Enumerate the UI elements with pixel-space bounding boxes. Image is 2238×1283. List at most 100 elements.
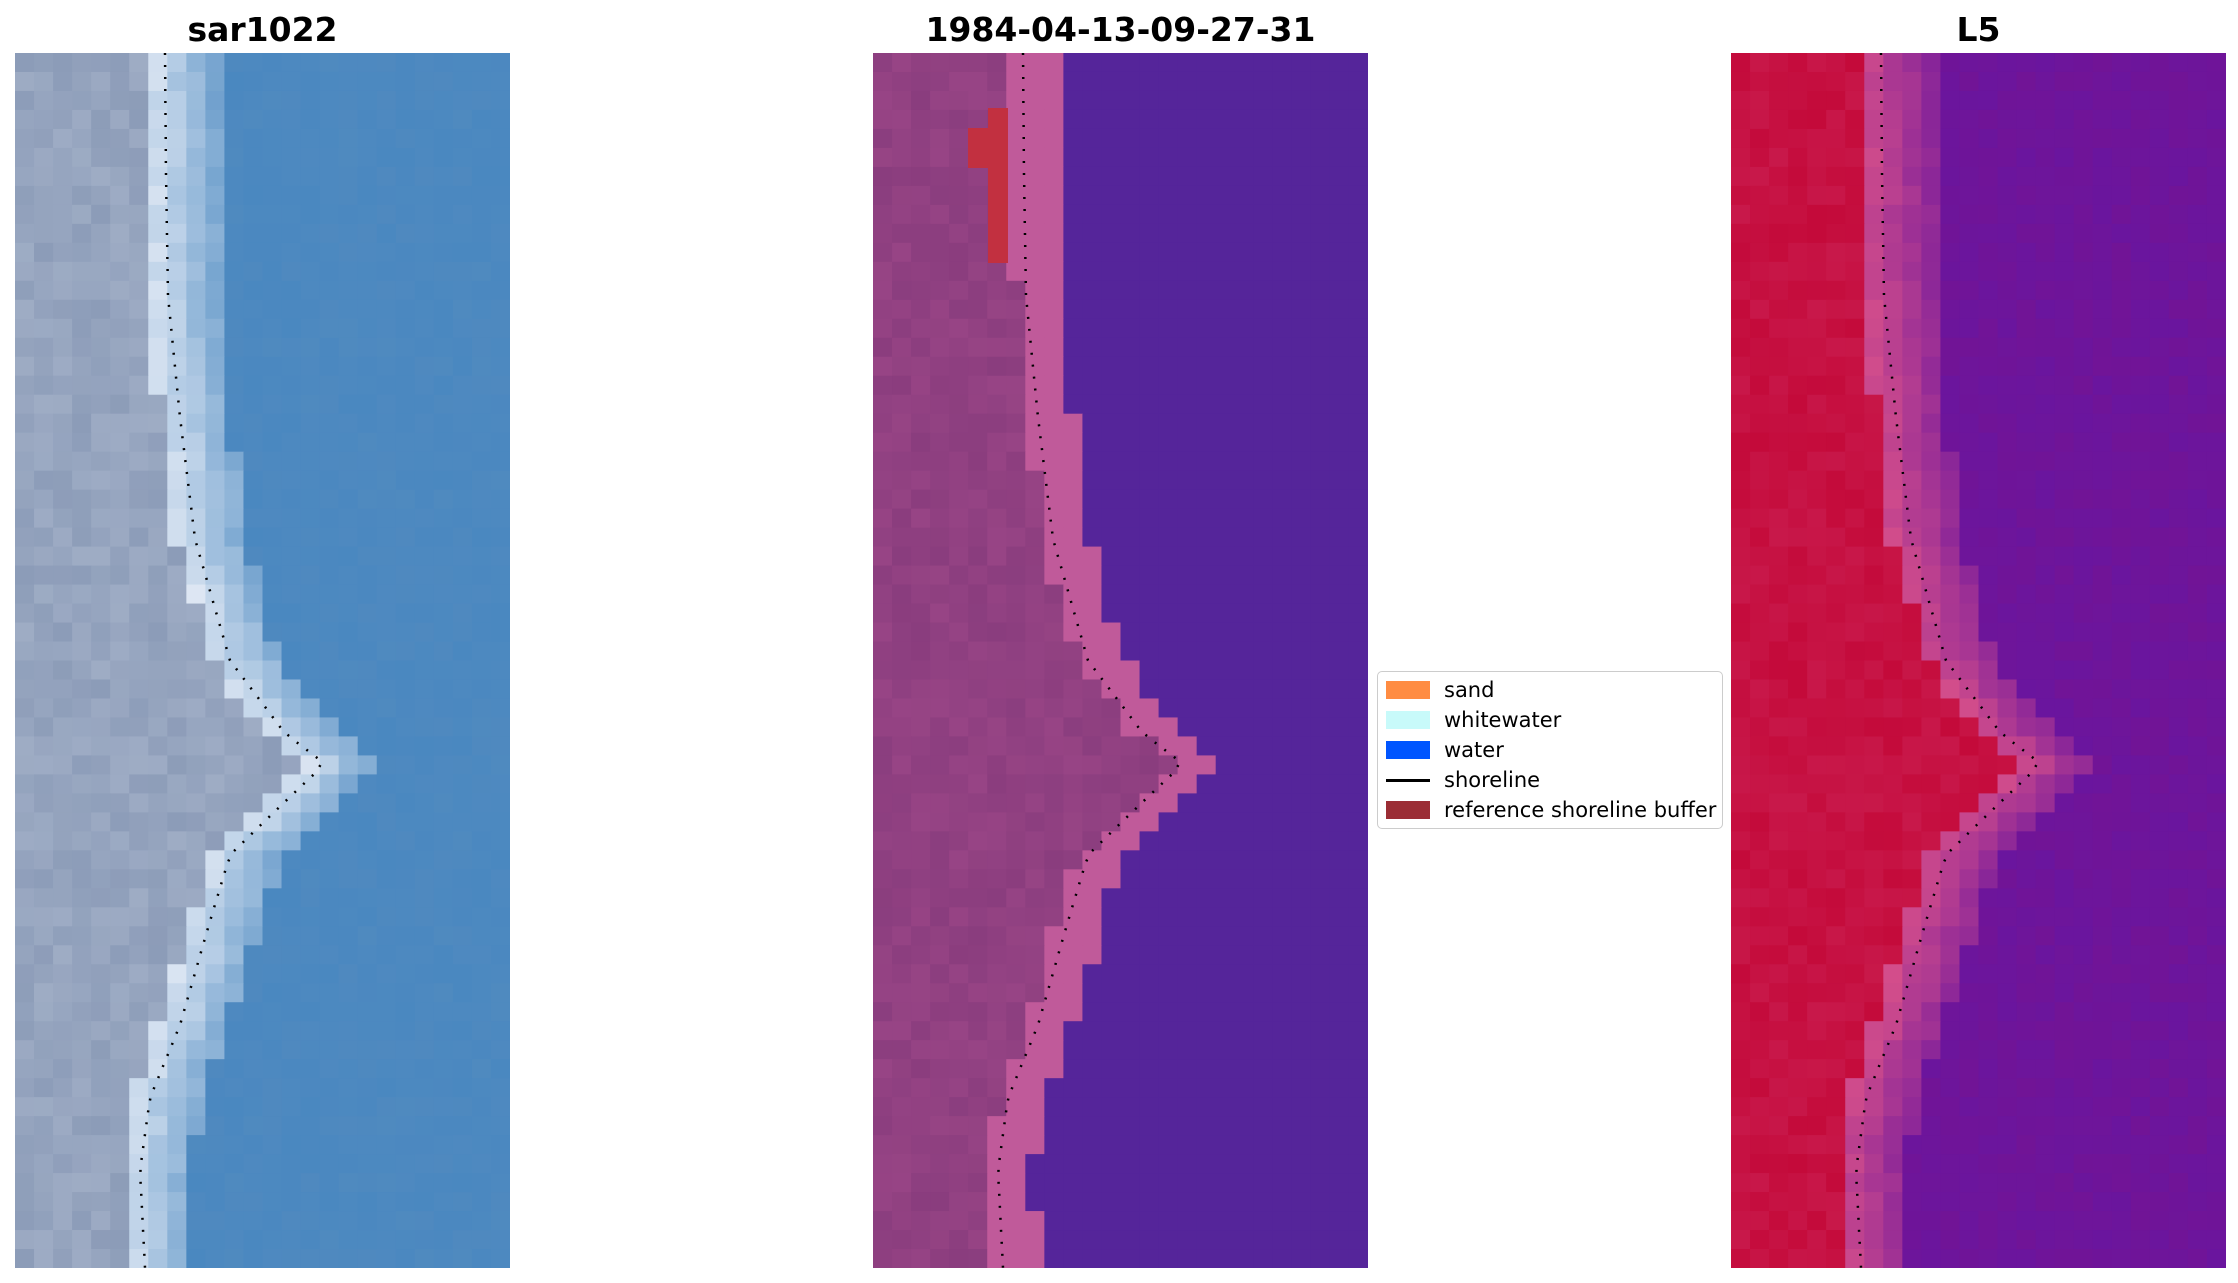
image-pixel xyxy=(414,413,435,434)
image-pixel xyxy=(1731,451,1751,472)
image-pixel xyxy=(129,888,149,908)
image-pixel xyxy=(129,318,149,339)
image-pixel xyxy=(53,166,73,187)
image-pixel xyxy=(2130,71,2151,92)
image-pixel xyxy=(1997,926,2018,946)
image-pixel xyxy=(2092,375,2113,396)
image-pixel xyxy=(2073,603,2094,624)
image-pixel xyxy=(2187,356,2208,377)
image-pixel xyxy=(911,261,931,282)
image-pixel xyxy=(471,1002,492,1022)
image-pixel xyxy=(1978,831,1999,851)
image-pixel xyxy=(2130,1002,2151,1022)
image-pixel xyxy=(1921,869,1942,889)
image-pixel xyxy=(930,869,950,889)
image-pixel xyxy=(1864,850,1884,870)
image-pixel xyxy=(34,451,54,472)
image-pixel xyxy=(1025,1230,1045,1250)
image-pixel xyxy=(490,1135,510,1155)
image-pixel xyxy=(1750,394,1770,415)
image-pixel xyxy=(433,337,454,358)
image-pixel xyxy=(2206,90,2226,111)
image-pixel xyxy=(1731,71,1751,92)
image-pixel xyxy=(1978,869,1999,889)
image-pixel xyxy=(930,147,950,168)
image-pixel xyxy=(1215,90,1236,111)
image-pixel xyxy=(1807,1059,1827,1079)
image-pixel xyxy=(1807,660,1827,681)
image-pixel xyxy=(1769,280,1789,301)
image-pixel xyxy=(319,698,340,719)
image-pixel xyxy=(2187,584,2208,605)
image-pixel xyxy=(15,736,35,757)
image-pixel xyxy=(987,679,1007,700)
image-pixel xyxy=(319,603,340,624)
image-pixel xyxy=(1329,337,1350,358)
image-pixel xyxy=(2206,394,2226,415)
image-pixel xyxy=(376,299,397,320)
image-pixel xyxy=(1940,204,1961,225)
image-pixel xyxy=(490,204,510,225)
image-pixel xyxy=(262,375,283,396)
image-pixel xyxy=(433,261,454,282)
image-pixel xyxy=(1329,983,1350,1003)
image-pixel xyxy=(452,1192,473,1212)
image-pixel xyxy=(1101,242,1122,263)
image-pixel xyxy=(2073,527,2094,548)
image-pixel xyxy=(1177,1078,1198,1098)
image-pixel xyxy=(224,1173,245,1193)
image-pixel xyxy=(395,318,416,339)
image-pixel xyxy=(2130,109,2151,130)
image-pixel xyxy=(1120,831,1141,851)
image-pixel xyxy=(167,1173,187,1193)
image-pixel xyxy=(1997,261,2018,282)
image-pixel xyxy=(1196,1002,1217,1022)
image-pixel xyxy=(2130,622,2151,643)
image-pixel xyxy=(2035,128,2056,149)
image-pixel xyxy=(1120,964,1141,984)
image-pixel xyxy=(1902,869,1922,889)
image-pixel xyxy=(1272,299,1293,320)
image-pixel xyxy=(892,565,912,586)
image-pixel xyxy=(167,489,187,510)
image-pixel xyxy=(1959,280,1980,301)
image-pixel xyxy=(1978,1249,1999,1268)
image-pixel xyxy=(452,318,473,339)
image-pixel xyxy=(376,261,397,282)
image-pixel xyxy=(224,888,245,908)
image-pixel xyxy=(1215,812,1236,832)
image-pixel xyxy=(91,470,111,491)
image-pixel xyxy=(1348,641,1368,662)
image-pixel xyxy=(1082,603,1103,624)
image-pixel xyxy=(968,869,988,889)
image-pixel xyxy=(2111,774,2132,794)
image-pixel xyxy=(2130,489,2151,510)
image-pixel xyxy=(1329,375,1350,396)
image-pixel xyxy=(2187,850,2208,870)
image-pixel xyxy=(395,812,416,832)
image-pixel xyxy=(1845,318,1865,339)
image-pixel xyxy=(1883,394,1903,415)
image-pixel xyxy=(357,166,378,187)
image-pixel xyxy=(1272,223,1293,244)
image-pixel xyxy=(53,641,73,662)
image-pixel xyxy=(2149,1040,2170,1060)
image-pixel xyxy=(1348,280,1368,301)
image-pixel xyxy=(892,945,912,965)
image-pixel xyxy=(110,71,130,92)
image-pixel xyxy=(471,603,492,624)
image-pixel xyxy=(300,945,321,965)
image-pixel xyxy=(1978,299,1999,320)
image-pixel xyxy=(1826,470,1846,491)
image-pixel xyxy=(357,204,378,225)
image-pixel xyxy=(1902,641,1922,662)
image-pixel xyxy=(281,128,302,149)
image-pixel xyxy=(357,1059,378,1079)
image-pixel xyxy=(2187,641,2208,662)
image-pixel xyxy=(1959,147,1980,168)
image-pixel xyxy=(2111,660,2132,681)
image-pixel xyxy=(2187,546,2208,567)
image-pixel xyxy=(2016,394,2037,415)
image-pixel xyxy=(2092,53,2113,73)
image-pixel xyxy=(1940,1230,1961,1250)
